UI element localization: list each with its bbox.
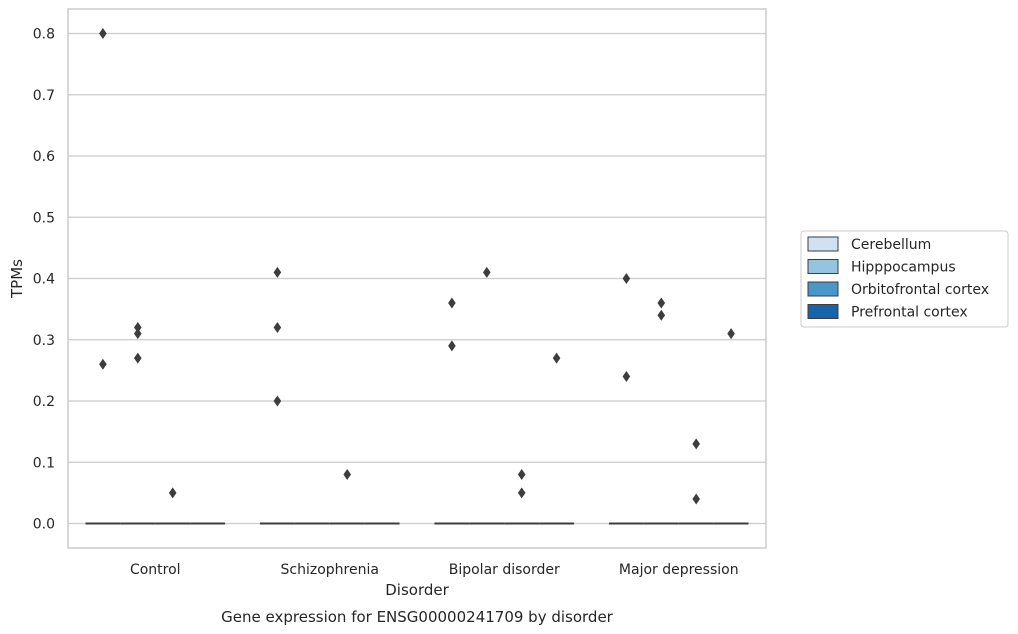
y-tick-label: 0.3 <box>33 333 55 349</box>
grid-lines <box>68 32 766 525</box>
outlier-point <box>273 395 282 407</box>
y-tick-label: 0.5 <box>33 210 55 226</box>
outlier-point <box>273 266 282 278</box>
outlier-point <box>657 309 666 321</box>
outlier-point <box>99 358 107 370</box>
x-tick-label: Schizophrenia <box>281 562 379 578</box>
chart-caption: Gene expression for ENSG00000241709 by d… <box>221 608 614 626</box>
plot-frame <box>67 8 767 549</box>
outlier-point <box>99 28 107 39</box>
legend-swatch <box>807 281 839 297</box>
x-axis-label: Disorder <box>385 581 449 599</box>
legend-swatch <box>807 236 839 252</box>
y-tick-labels: 0.0 0.1 0.2 0.3 0.4 0.5 0.6 0.7 0.8 <box>33 27 55 533</box>
legend-swatch <box>807 259 839 274</box>
outlier-point <box>273 322 282 333</box>
outlier-point <box>517 487 526 499</box>
outlier-point <box>483 266 491 278</box>
outlier-point <box>657 297 666 309</box>
outlier-point <box>168 487 177 499</box>
outlier-point <box>727 328 735 340</box>
y-tick-label: 0.1 <box>33 455 55 471</box>
y-tick-label: 0.6 <box>33 149 55 165</box>
legend-label: Orbitofrontal cortex <box>851 282 989 298</box>
x-tick-labels: Control Schizophrenia Bipolar disorder Majo… <box>130 562 739 578</box>
y-tick-label: 0.4 <box>33 272 55 288</box>
y-tick-label: 0.8 <box>33 27 55 43</box>
y-tick-label: 0.0 <box>33 517 55 533</box>
outlier-point <box>622 273 631 284</box>
outlier-point <box>552 352 561 364</box>
outlier-point <box>692 438 700 450</box>
outlier-point <box>343 469 351 480</box>
x-tick-label: Control <box>130 562 181 578</box>
legend-swatch <box>807 304 839 319</box>
outlier-point <box>134 328 142 340</box>
outlier-point <box>134 322 142 333</box>
outlier-points <box>99 28 735 505</box>
y-tick-label: 0.2 <box>33 394 55 410</box>
outlier-point <box>448 297 456 309</box>
y-axis-label: TPMs <box>8 259 26 299</box>
legend-frame <box>800 230 1009 328</box>
outlier-point <box>517 469 526 480</box>
y-tick-label: 0.7 <box>33 88 55 104</box>
legend-label: Hipppocampus <box>851 260 956 276</box>
x-tick-label: Bipolar disorder <box>449 562 560 578</box>
legend-label: Prefrontal cortex <box>851 305 968 321</box>
legend: Cerebellum Hipppocampus Orbitofrontal cort… <box>800 230 1009 328</box>
outlier-point <box>622 371 631 382</box>
x-tick-label: Major depression <box>619 562 739 578</box>
outlier-point <box>134 352 142 364</box>
legend-label: Cerebellum <box>851 237 931 253</box>
outlier-point <box>448 340 456 352</box>
outlier-point <box>692 493 700 505</box>
